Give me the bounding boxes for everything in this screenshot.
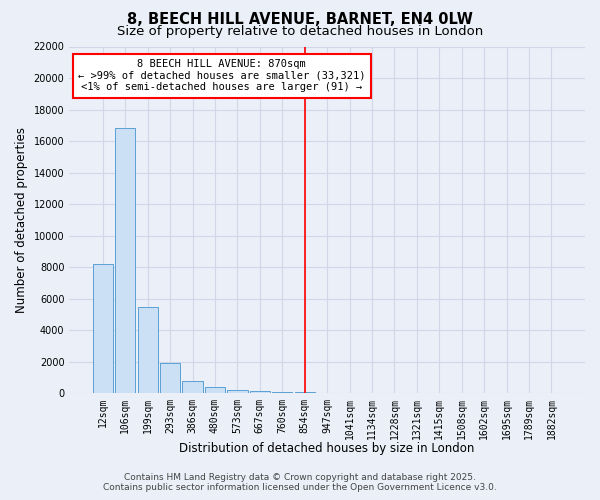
Text: 8 BEECH HILL AVENUE: 870sqm
← >99% of detached houses are smaller (33,321)
<1% o: 8 BEECH HILL AVENUE: 870sqm ← >99% of de… xyxy=(78,59,365,92)
Bar xyxy=(137,306,158,393)
Bar xyxy=(227,390,248,393)
Bar xyxy=(250,390,270,393)
Text: Size of property relative to detached houses in London: Size of property relative to detached ho… xyxy=(117,25,483,38)
Bar xyxy=(295,392,315,393)
Bar xyxy=(160,364,180,393)
Text: Contains HM Land Registry data © Crown copyright and database right 2025.
Contai: Contains HM Land Registry data © Crown c… xyxy=(103,473,497,492)
Bar xyxy=(93,264,113,393)
Bar xyxy=(205,387,225,393)
Bar xyxy=(272,392,292,393)
Bar xyxy=(115,128,136,393)
Bar xyxy=(182,382,203,393)
X-axis label: Distribution of detached houses by size in London: Distribution of detached houses by size … xyxy=(179,442,475,455)
Text: 8, BEECH HILL AVENUE, BARNET, EN4 0LW: 8, BEECH HILL AVENUE, BARNET, EN4 0LW xyxy=(127,12,473,28)
Y-axis label: Number of detached properties: Number of detached properties xyxy=(15,127,28,313)
